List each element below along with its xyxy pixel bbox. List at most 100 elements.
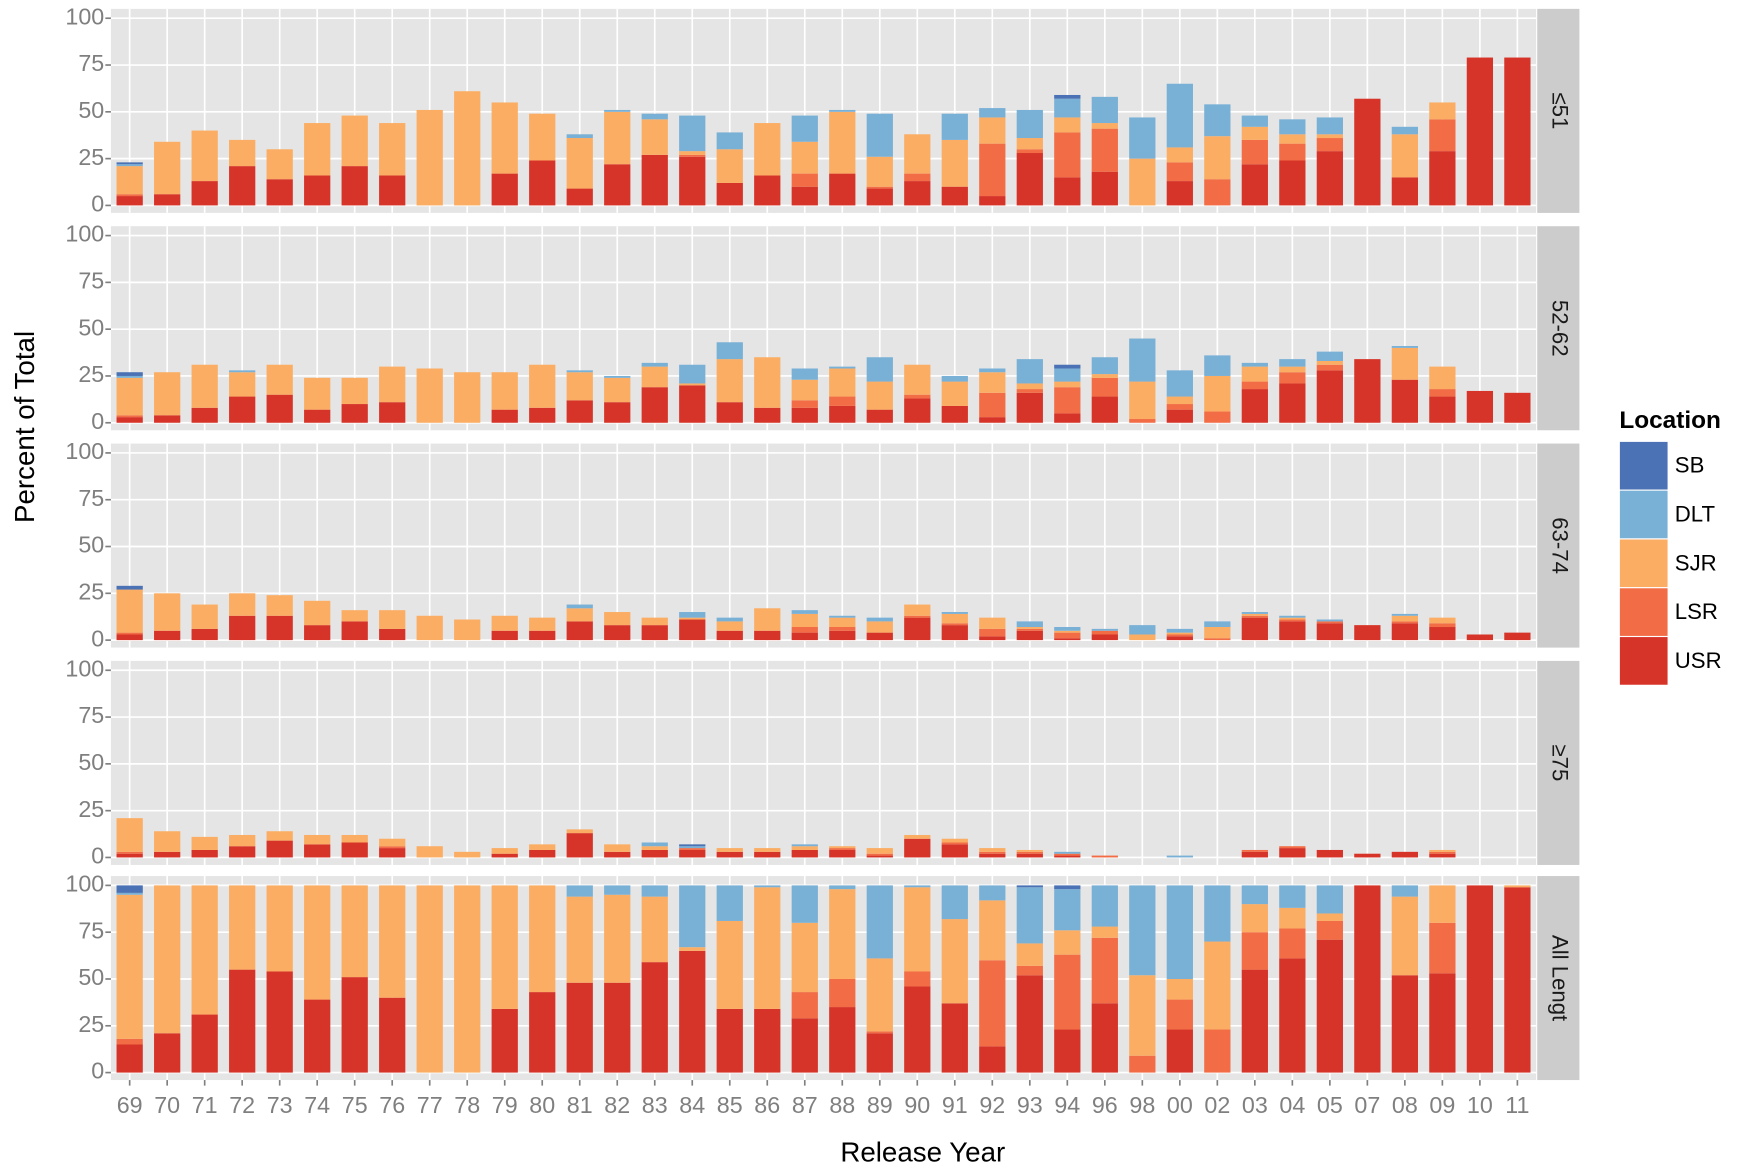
bar-segment [1316, 849, 1343, 858]
bar-segment [1166, 1029, 1193, 1073]
bar-segment [1429, 119, 1456, 152]
bar-segment [1241, 904, 1268, 933]
bar-segment [1241, 389, 1268, 423]
bar-segment [679, 115, 706, 152]
bar-segment [229, 372, 256, 397]
y-tick-label: 75 [78, 50, 104, 76]
bar-segment [1091, 128, 1118, 172]
bar-segment [1279, 119, 1306, 135]
bar-segment [791, 885, 818, 923]
bar-segment [566, 138, 593, 189]
bar-segment [791, 173, 818, 187]
bar-segment [154, 1033, 181, 1073]
bar-segment [604, 377, 631, 403]
x-tick-label: 07 [1354, 1092, 1380, 1118]
legend-title: Location [1619, 407, 1721, 434]
bar-segment [716, 885, 743, 921]
bar-segment [304, 600, 331, 626]
bar-segment [679, 844, 706, 847]
bar-segment [116, 375, 143, 378]
y-tick-label: 0 [91, 191, 104, 217]
x-tick-label: 88 [829, 1092, 855, 1118]
bar-segment [1166, 632, 1193, 635]
bar-segment [904, 604, 931, 616]
bar-segment [379, 123, 406, 176]
bar-segment [1016, 149, 1043, 154]
bar-segment [1129, 1055, 1156, 1073]
bar-segment [1279, 615, 1306, 618]
y-tick-label: 25 [78, 578, 104, 604]
bar-segment [791, 846, 818, 850]
bar-segment [1129, 381, 1156, 420]
x-tick-label: 90 [904, 1092, 930, 1118]
bar-segment [1016, 975, 1043, 1073]
bar-segment [116, 1044, 143, 1073]
bar-segment [979, 372, 1006, 393]
bar-segment [566, 885, 593, 897]
bar-segment [829, 109, 856, 112]
bar-segment [1391, 851, 1418, 858]
bar-segment [116, 162, 143, 165]
bar-segment [866, 958, 893, 1032]
bar-segment [941, 623, 968, 626]
bar-segment [1016, 138, 1043, 150]
bar-segment [1316, 351, 1343, 361]
bar-segment [1166, 855, 1193, 858]
bar-segment [566, 188, 593, 206]
bar-segment [604, 844, 631, 852]
bar-segment [1129, 158, 1156, 206]
bar-segment [604, 612, 631, 626]
bar-segment [904, 617, 931, 641]
bar-segment [229, 885, 256, 970]
bar-segment [1354, 853, 1381, 858]
bar-segment [116, 377, 143, 416]
y-tick-label: 50 [78, 97, 104, 123]
bar-segment [904, 986, 931, 1073]
bar-segment [266, 885, 293, 972]
bar-segment [1016, 392, 1043, 423]
bar-segment [941, 405, 968, 423]
bar-segment [791, 115, 818, 142]
bar-segment [1429, 617, 1456, 624]
bar-segment [754, 123, 781, 176]
bar-segment [191, 836, 218, 850]
y-tick-label: 75 [78, 917, 104, 943]
bar-segment [379, 366, 406, 403]
bar-segment [1204, 1029, 1231, 1073]
bar-segment [679, 364, 706, 384]
bar-segment [791, 613, 818, 628]
bar-segment [1054, 1029, 1081, 1073]
bar-segment [679, 950, 706, 1073]
bar-segment [679, 156, 706, 206]
bar-segment [979, 117, 1006, 144]
bar-segment [641, 896, 668, 963]
bar-segment [1504, 57, 1531, 206]
bar-segment [979, 143, 1006, 197]
bar-segment [1129, 419, 1156, 423]
bar-segment [1354, 625, 1381, 641]
bar-segment [716, 851, 743, 858]
bar-segment [791, 400, 818, 408]
x-tick-label: 08 [1392, 1092, 1418, 1118]
bar-segment [229, 846, 256, 858]
bar-segment [1241, 851, 1268, 858]
bar-segment [941, 113, 968, 140]
bar-segment [1241, 932, 1268, 970]
bar-segment [829, 889, 856, 979]
bar-segment [304, 175, 331, 206]
bar-segment [191, 181, 218, 206]
bar-segment [754, 887, 781, 1009]
bar-segment [979, 1046, 1006, 1073]
legend-key [1618, 538, 1669, 589]
x-tick-label: 70 [154, 1092, 180, 1118]
bar-segment [1054, 381, 1081, 388]
bar-segment [1166, 999, 1193, 1030]
bar-segment [529, 617, 556, 631]
bar-segment [1354, 359, 1381, 423]
bar-segment [1391, 896, 1418, 976]
bar-segment [529, 844, 556, 850]
bar-segment [791, 1018, 818, 1073]
bar-segment [866, 188, 893, 206]
bar-segment [191, 1014, 218, 1073]
bar-segment [1166, 628, 1193, 633]
